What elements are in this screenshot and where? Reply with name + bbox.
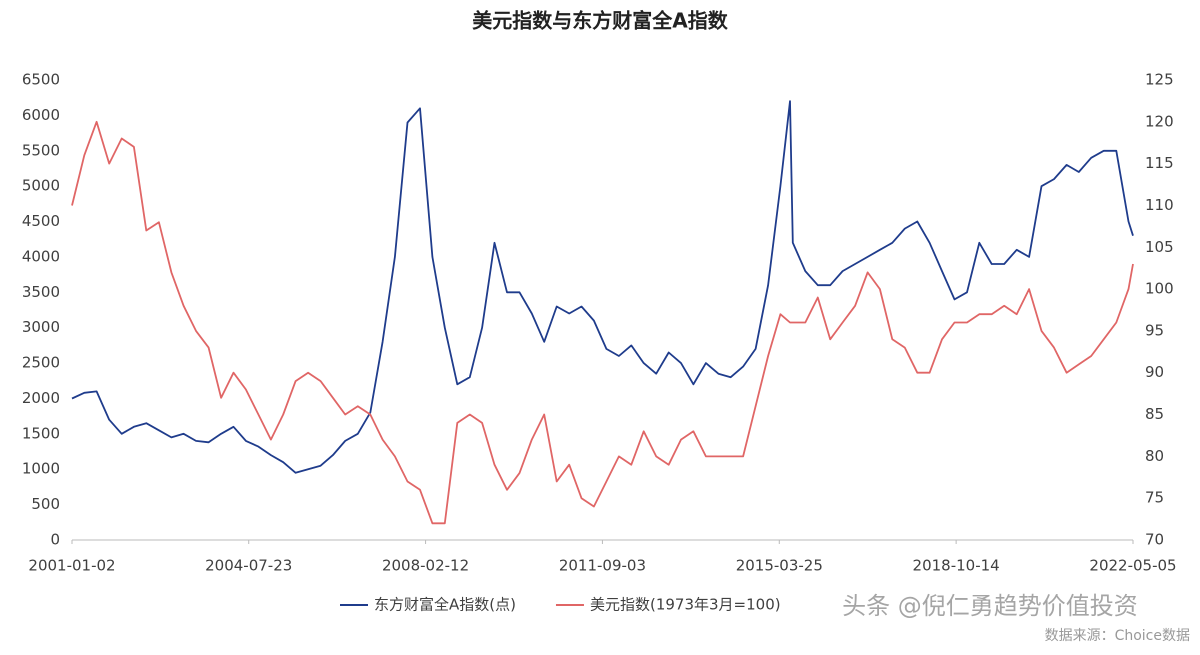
x-tick-label: 2008-02-12 bbox=[382, 557, 469, 575]
x-tick-label: 2011-09-03 bbox=[559, 557, 646, 575]
x-tick-label: 2018-10-14 bbox=[913, 557, 1000, 575]
source: 数据来源：Choice数据 bbox=[1045, 628, 1190, 644]
y-tick-label: 4000 bbox=[22, 247, 60, 265]
y2-tick-label: 105 bbox=[1145, 238, 1174, 256]
legend-label: 东方财富全A指数(点) bbox=[374, 596, 516, 614]
y-tick-label: 4500 bbox=[22, 212, 60, 230]
y2-tick-label: 110 bbox=[1145, 196, 1174, 214]
y2-tick-label: 75 bbox=[1145, 489, 1164, 507]
y2-tick-label: 120 bbox=[1145, 112, 1174, 130]
y2-tick-label: 70 bbox=[1145, 531, 1164, 549]
y2-tick-label: 90 bbox=[1145, 363, 1164, 381]
y2-tick-label: 115 bbox=[1145, 154, 1174, 172]
x-tick-label: 2022-05-05 bbox=[1089, 557, 1176, 575]
legend-label: 美元指数(1973年3月=100) bbox=[590, 596, 781, 614]
watermark: 头条 @倪仁勇趋势价值投资 bbox=[842, 592, 1138, 620]
chart-title: 美元指数与东方财富全A指数 bbox=[472, 9, 728, 33]
y-tick-label: 5000 bbox=[22, 177, 60, 195]
y-tick-label: 500 bbox=[31, 495, 60, 513]
y-tick-label: 3500 bbox=[22, 283, 60, 301]
y-tick-label: 1500 bbox=[22, 424, 60, 442]
series-line bbox=[71, 120, 1134, 525]
x-tick-label: 2004-07-23 bbox=[205, 557, 292, 575]
series-line bbox=[71, 100, 1134, 474]
y-tick-label: 2500 bbox=[22, 354, 60, 372]
x-tick-label: 2001-01-02 bbox=[28, 557, 115, 575]
x-tick-label: 2015-03-25 bbox=[736, 557, 823, 575]
y-tick-label: 6500 bbox=[22, 71, 60, 89]
y-tick-label: 5500 bbox=[22, 141, 60, 159]
y-tick-label: 1000 bbox=[22, 460, 60, 478]
y-tick-label: 3000 bbox=[22, 318, 60, 336]
y2-tick-label: 95 bbox=[1145, 321, 1164, 339]
y-tick-label: 0 bbox=[50, 531, 60, 549]
y2-tick-label: 85 bbox=[1145, 405, 1164, 423]
y-tick-label: 6000 bbox=[22, 106, 60, 124]
y2-tick-label: 80 bbox=[1145, 447, 1164, 465]
y2-tick-label: 125 bbox=[1145, 71, 1174, 89]
y2-tick-label: 100 bbox=[1145, 280, 1174, 298]
y-tick-label: 2000 bbox=[22, 389, 60, 407]
